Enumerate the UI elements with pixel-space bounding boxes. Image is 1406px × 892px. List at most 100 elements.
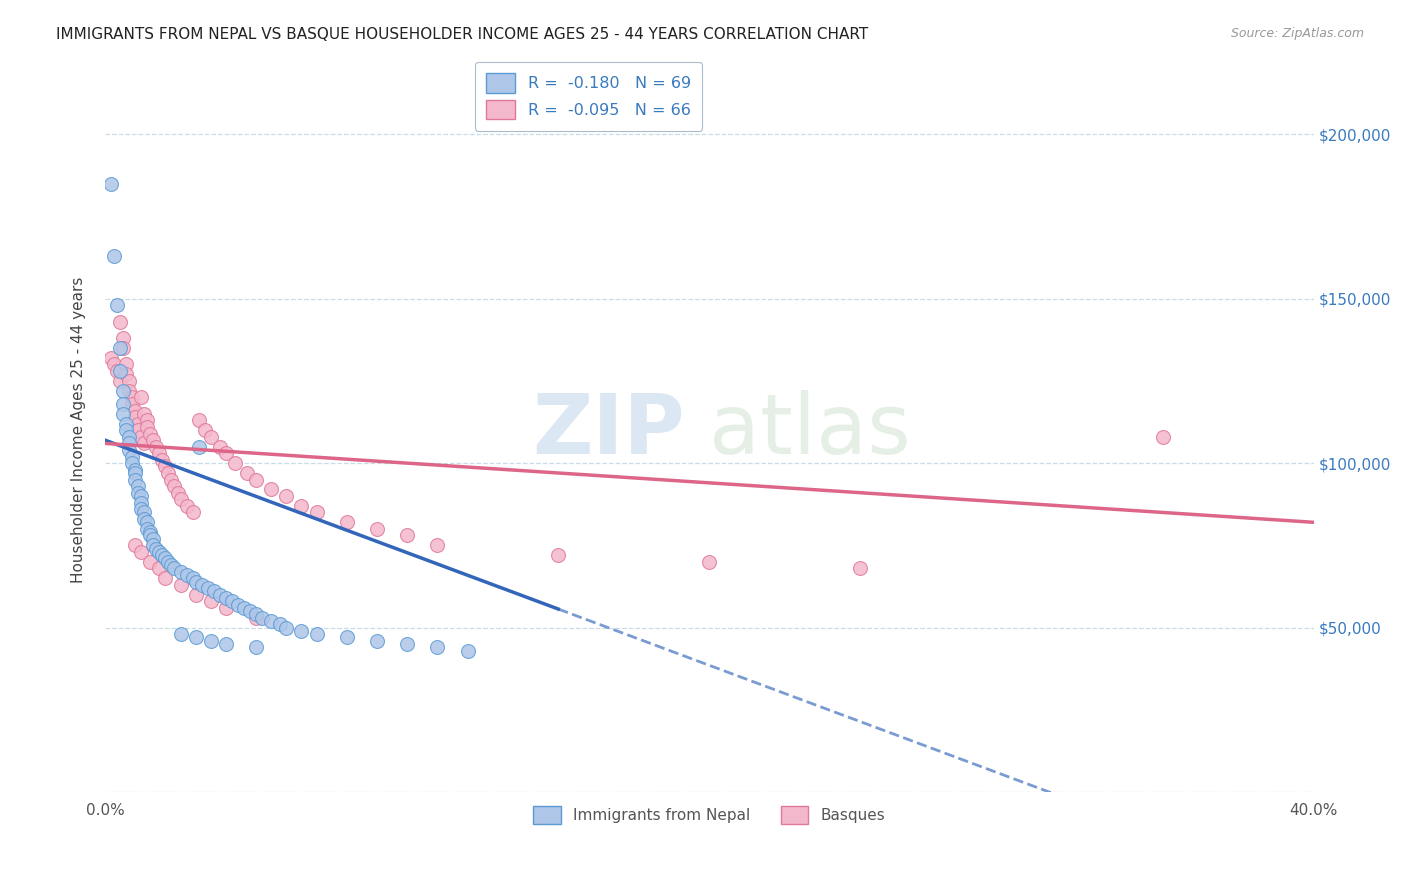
Point (148, 545, 170, 559)
Point (366, 522, 388, 536)
Point (181, 505, 204, 519)
Point (103, 358, 125, 372)
Point (200, 430, 222, 444)
Point (115, 417, 138, 431)
Point (215, 591, 238, 605)
Point (366, 633, 388, 648)
Point (108, 315, 131, 329)
Point (184, 574, 207, 589)
Point (108, 341, 131, 355)
Point (118, 442, 141, 457)
Point (245, 640, 267, 655)
Point (152, 548, 174, 562)
Point (108, 374, 131, 388)
Point (129, 502, 152, 516)
Point (148, 561, 170, 575)
Point (142, 538, 165, 552)
Point (124, 410, 146, 425)
Point (336, 631, 359, 645)
Point (426, 538, 449, 552)
Point (121, 397, 143, 411)
Point (103, 249, 125, 263)
Point (127, 485, 149, 500)
Point (1152, 430, 1174, 444)
Point (200, 633, 222, 648)
Point (276, 489, 298, 503)
Point (184, 631, 207, 645)
Legend: Immigrants from Nepal, Basques: Immigrants from Nepal, Basques (523, 795, 896, 835)
Point (699, 555, 721, 569)
Point (112, 341, 135, 355)
Point (112, 397, 135, 411)
Point (127, 423, 149, 437)
Point (129, 390, 152, 404)
Point (115, 358, 138, 372)
Point (160, 558, 183, 572)
Point (190, 578, 212, 592)
Point (127, 417, 149, 431)
Point (112, 331, 135, 345)
Point (169, 627, 191, 641)
Point (124, 473, 146, 487)
Point (136, 420, 159, 434)
Point (290, 624, 312, 638)
Text: IMMIGRANTS FROM NEPAL VS BASQUE HOUSEHOLDER INCOME AGES 25 - 44 YEARS CORRELATIO: IMMIGRANTS FROM NEPAL VS BASQUE HOUSEHOL… (56, 27, 869, 42)
Point (187, 413, 209, 427)
Point (163, 561, 186, 575)
Point (215, 637, 238, 651)
Point (142, 532, 165, 546)
Point (245, 610, 267, 624)
Point (233, 600, 256, 615)
Point (396, 528, 419, 542)
Point (145, 541, 167, 556)
Point (163, 479, 186, 493)
Y-axis label: Householder Income Ages 25 - 44 years: Householder Income Ages 25 - 44 years (72, 277, 86, 583)
Point (136, 413, 159, 427)
Point (208, 588, 231, 602)
Text: Source: ZipAtlas.com: Source: ZipAtlas.com (1230, 27, 1364, 40)
Point (184, 588, 207, 602)
Point (100, 351, 122, 365)
Point (236, 466, 259, 480)
Point (181, 571, 204, 585)
Point (849, 561, 872, 575)
Point (124, 466, 146, 480)
Point (239, 604, 262, 618)
Point (127, 479, 149, 493)
Point (124, 403, 146, 417)
Point (457, 643, 479, 657)
Point (215, 600, 238, 615)
Point (124, 538, 146, 552)
Point (108, 364, 131, 378)
Point (245, 473, 267, 487)
Point (129, 430, 152, 444)
Point (215, 446, 238, 460)
Point (221, 594, 243, 608)
Point (202, 584, 225, 599)
Point (139, 426, 162, 441)
Point (194, 423, 217, 437)
Point (245, 607, 267, 622)
Point (121, 456, 143, 470)
Point (134, 505, 156, 519)
Point (166, 485, 188, 500)
Point (224, 456, 246, 470)
Text: ZIP: ZIP (533, 390, 685, 471)
Point (269, 617, 291, 632)
Point (176, 499, 198, 513)
Point (129, 495, 152, 509)
Point (396, 637, 419, 651)
Point (155, 571, 177, 585)
Point (197, 581, 219, 595)
Point (547, 548, 569, 562)
Point (134, 512, 156, 526)
Point (157, 555, 180, 569)
Point (260, 614, 283, 628)
Point (105, 364, 128, 378)
Point (100, 177, 122, 191)
Point (290, 499, 312, 513)
Point (129, 489, 152, 503)
Point (112, 384, 135, 398)
Point (118, 384, 141, 398)
Point (115, 423, 138, 437)
